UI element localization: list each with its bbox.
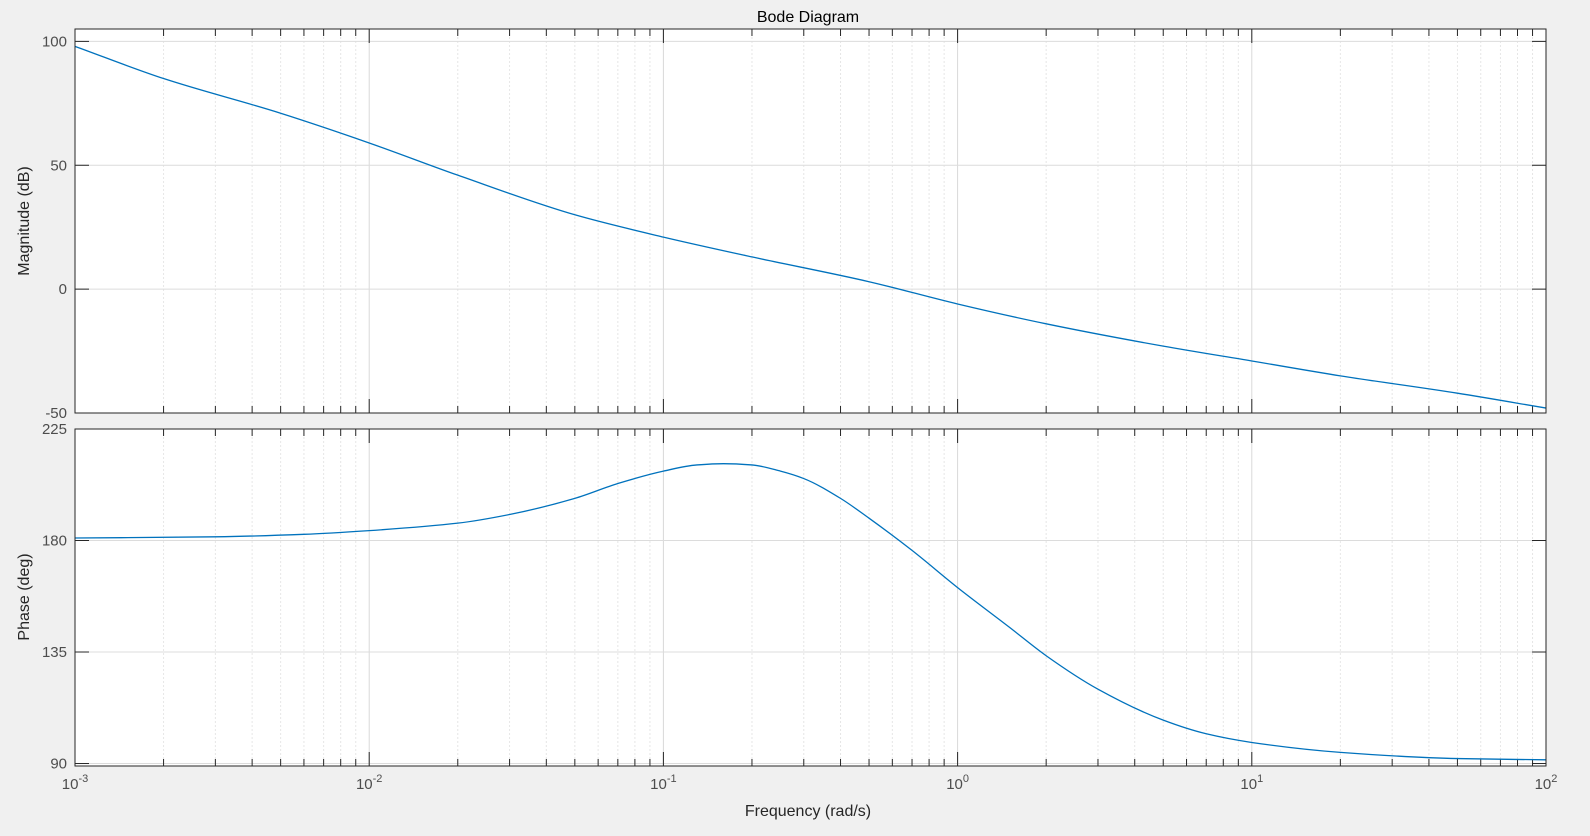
ph-ytick-label: 90 bbox=[50, 756, 67, 773]
x-tick-labels: 10-3 10-2 10-1 100 101 102 bbox=[62, 773, 1558, 793]
x-tick-label: 10-1 bbox=[650, 773, 676, 793]
x-tick-label: 100 bbox=[946, 773, 969, 793]
phase-axes-box bbox=[74, 428, 1547, 767]
x-tick-label: 10-2 bbox=[356, 773, 382, 793]
phase-axes: 90 135 180 225 Phase (deg) bbox=[16, 421, 1547, 773]
mag-ytick-label: 50 bbox=[50, 157, 67, 174]
x-tick-label: 102 bbox=[1535, 773, 1558, 793]
phase-ylabel: Phase (deg) bbox=[16, 553, 33, 640]
phase-series-group bbox=[74, 463, 1547, 761]
magnitude-plot-area bbox=[75, 29, 1546, 413]
ph-ytick-label: 180 bbox=[42, 533, 67, 550]
mag-ytick-label: -50 bbox=[45, 405, 67, 422]
ph-ytick-label: 135 bbox=[42, 644, 67, 661]
magnitude-axes: -50 0 50 100 Magnitude (dB) bbox=[16, 28, 1547, 422]
mag-series-line bbox=[74, 45, 1547, 409]
magnitude-series-group bbox=[74, 45, 1547, 409]
mag-ytick-label: 100 bbox=[42, 33, 67, 50]
x-tick-label: 101 bbox=[1240, 773, 1263, 793]
x-tick-label: 10-3 bbox=[62, 773, 88, 793]
magnitude-ticks: -50 0 50 100 bbox=[42, 29, 1546, 422]
mag-ytick-label: 0 bbox=[59, 281, 67, 298]
ph-series-line bbox=[74, 463, 1547, 761]
magnitude-ylabel: Magnitude (dB) bbox=[16, 166, 33, 275]
x-axis-label: Frequency (rad/s) bbox=[745, 803, 871, 820]
ph-ytick-label: 225 bbox=[42, 421, 67, 438]
phase-ticks: 90 135 180 225 bbox=[42, 421, 1546, 773]
phase-plot-area bbox=[75, 429, 1546, 766]
magnitude-axes-box bbox=[74, 28, 1547, 414]
chart-title: Bode Diagram bbox=[757, 9, 859, 26]
phase-grid bbox=[75, 428, 1546, 766]
